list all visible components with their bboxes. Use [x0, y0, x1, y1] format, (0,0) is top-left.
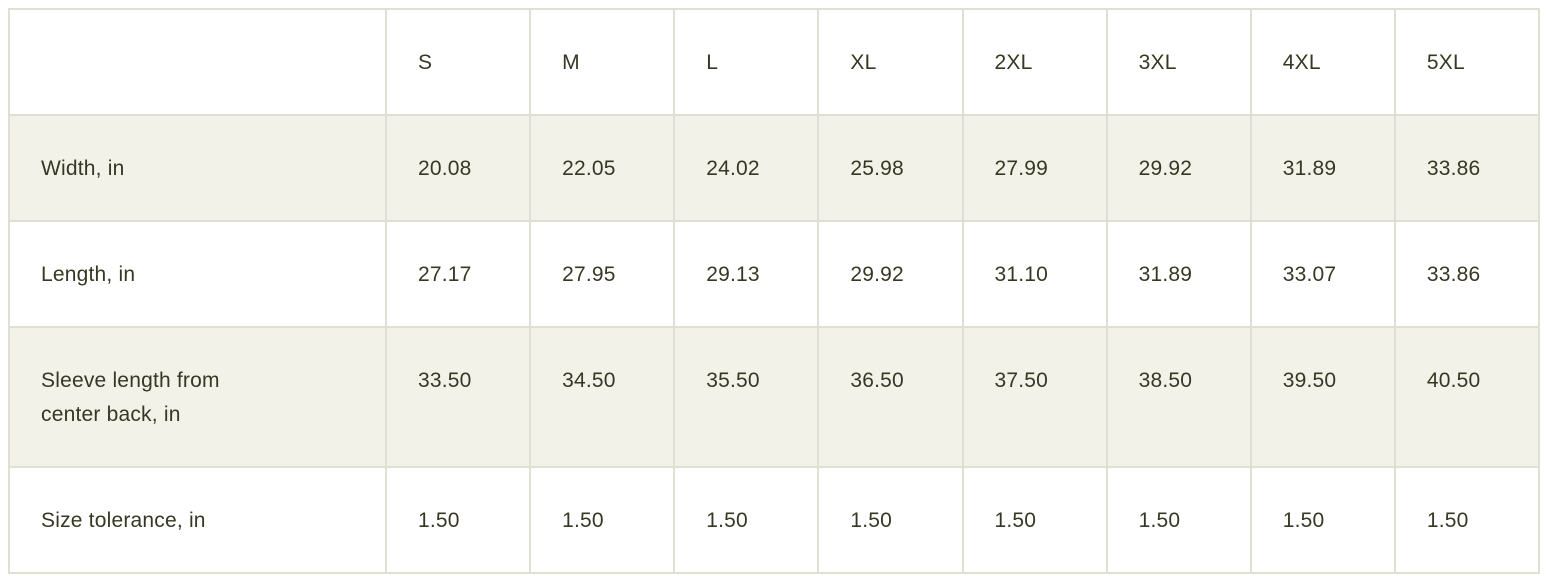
cell-sleeve-m: 34.50: [529, 326, 676, 468]
row-label-text: Width, in: [41, 157, 125, 180]
column-header-m: M: [529, 8, 676, 116]
cell-tolerance-m: 1.50: [529, 466, 676, 574]
row-label-text: Length, in: [41, 263, 136, 286]
cell-length-3xl: 31.89: [1105, 220, 1252, 328]
table-row-length: Length, in 27.17 27.95 29.13 29.92 31.10…: [8, 220, 1541, 328]
size-chart-table: S M L XL 2XL 3XL 4XL 5XL Width, in 20.08…: [8, 8, 1541, 574]
header-row: S M L XL 2XL 3XL 4XL 5XL: [8, 8, 1541, 116]
cell-length-xl: 29.92: [817, 220, 964, 328]
cell-tolerance-2xl: 1.50: [961, 466, 1108, 574]
cell-width-3xl: 29.92: [1105, 114, 1252, 222]
cell-sleeve-xl: 36.50: [817, 326, 964, 468]
cell-width-2xl: 27.99: [961, 114, 1108, 222]
table-row-size-tolerance: Size tolerance, in 1.50 1.50 1.50 1.50 1…: [8, 466, 1541, 574]
cell-width-s: 20.08: [384, 114, 532, 222]
corner-cell: [8, 8, 387, 116]
cell-length-2xl: 31.10: [961, 220, 1108, 328]
table-row-sleeve-length: Sleeve length from center back, in 33.50…: [8, 326, 1541, 468]
column-header-5xl: 5XL: [1393, 8, 1541, 116]
cell-width-xl: 25.98: [817, 114, 964, 222]
cell-tolerance-s: 1.50: [384, 466, 532, 574]
row-label-width: Width, in: [8, 114, 387, 222]
column-header-3xl: 3XL: [1105, 8, 1252, 116]
cell-sleeve-4xl: 39.50: [1249, 326, 1396, 468]
cell-tolerance-4xl: 1.50: [1249, 466, 1396, 574]
cell-sleeve-l: 35.50: [673, 326, 820, 468]
row-label-sleeve-length: Sleeve length from center back, in: [8, 326, 387, 468]
cell-sleeve-s: 33.50: [384, 326, 532, 468]
row-label-text: Size tolerance, in: [41, 509, 206, 532]
column-header-4xl: 4XL: [1249, 8, 1396, 116]
column-header-s: S: [384, 8, 532, 116]
cell-length-s: 27.17: [384, 220, 532, 328]
column-header-xl: XL: [817, 8, 964, 116]
cell-tolerance-3xl: 1.50: [1105, 466, 1252, 574]
cell-sleeve-5xl: 40.50: [1393, 326, 1541, 468]
row-label-size-tolerance: Size tolerance, in: [8, 466, 387, 574]
column-header-l: L: [673, 8, 820, 116]
cell-sleeve-3xl: 38.50: [1105, 326, 1252, 468]
cell-width-4xl: 31.89: [1249, 114, 1396, 222]
cell-tolerance-l: 1.50: [673, 466, 820, 574]
column-header-2xl: 2XL: [961, 8, 1108, 116]
cell-width-l: 24.02: [673, 114, 820, 222]
cell-length-m: 27.95: [529, 220, 676, 328]
cell-width-m: 22.05: [529, 114, 676, 222]
table-row-width: Width, in 20.08 22.05 24.02 25.98 27.99 …: [8, 114, 1541, 222]
cell-tolerance-5xl: 1.50: [1393, 466, 1541, 574]
row-label-length: Length, in: [8, 220, 387, 328]
cell-length-4xl: 33.07: [1249, 220, 1396, 328]
cell-width-5xl: 33.86: [1393, 114, 1541, 222]
cell-tolerance-xl: 1.50: [817, 466, 964, 574]
cell-length-5xl: 33.86: [1393, 220, 1541, 328]
cell-sleeve-2xl: 37.50: [961, 326, 1108, 468]
row-label-text: Sleeve length from center back, in: [41, 369, 220, 426]
cell-length-l: 29.13: [673, 220, 820, 328]
